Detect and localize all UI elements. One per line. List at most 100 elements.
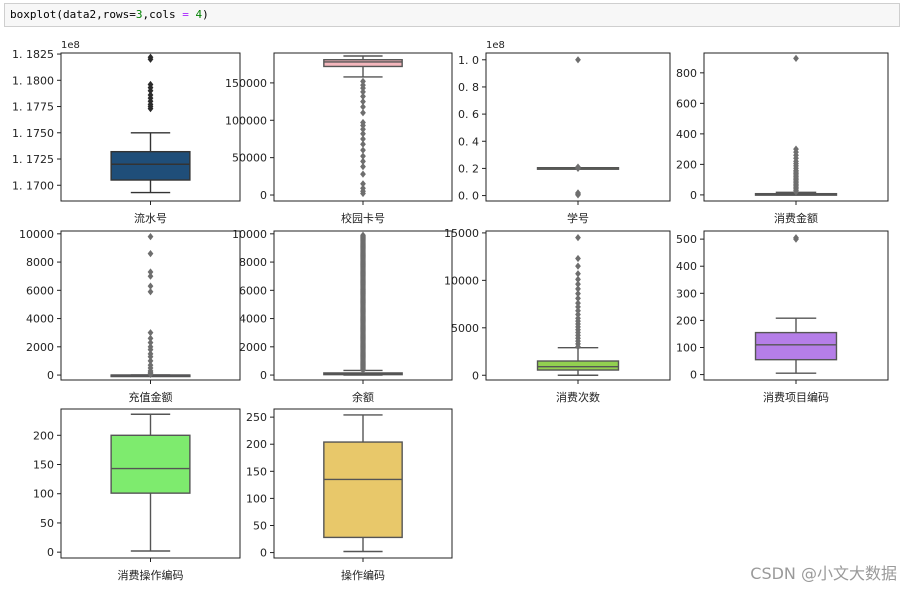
outlier-point bbox=[575, 294, 581, 302]
outlier-point bbox=[147, 91, 154, 99]
y-tick-label: 0 bbox=[47, 546, 54, 559]
outlier-point bbox=[360, 135, 366, 143]
x-axis-label: 学号 bbox=[567, 211, 589, 225]
outlier-point bbox=[147, 334, 154, 342]
iqr-box bbox=[323, 59, 403, 68]
outlier-point bbox=[147, 272, 154, 280]
y-tick-label: 400 bbox=[676, 128, 697, 141]
outlier-point bbox=[575, 280, 581, 288]
outlier-point bbox=[147, 53, 154, 61]
outlier-point bbox=[575, 290, 581, 298]
outlier-point bbox=[147, 361, 154, 369]
outlier-point bbox=[147, 268, 154, 276]
y-tick-label: 0 bbox=[260, 369, 267, 382]
code-text-suffix: ) bbox=[202, 8, 209, 21]
y-tick-label: 100000 bbox=[225, 114, 267, 127]
outlier-point bbox=[575, 270, 581, 278]
x-axis-label: 消费项目编码 bbox=[763, 390, 829, 404]
code-operator: = bbox=[182, 8, 189, 21]
y-tick-label: 0. 4 bbox=[458, 135, 479, 148]
axis-offset-label: 1e8 bbox=[486, 40, 505, 51]
outlier-point bbox=[147, 343, 154, 351]
outlier-point bbox=[575, 285, 581, 293]
outlier-point bbox=[575, 314, 581, 322]
outlier-point bbox=[360, 184, 366, 192]
outlier-point bbox=[360, 109, 366, 117]
code-cell[interactable]: boxplot(data2,rows=3,cols = 4) bbox=[4, 3, 900, 27]
code-rows-value: 3 bbox=[135, 8, 143, 21]
y-tick-label: 4000 bbox=[239, 313, 267, 326]
boxplot-panel-9: 0 50 100 150 200 消费操作编码 bbox=[33, 408, 241, 582]
outlier-point bbox=[575, 310, 581, 319]
outlier-point bbox=[575, 189, 581, 197]
y-tick-label: 6000 bbox=[26, 284, 54, 297]
code-text-mid: ,cols bbox=[142, 8, 183, 21]
boxplot-panel-5: 0 2000 4000 6000 8000 10000 充值金额 bbox=[19, 228, 241, 404]
x-axis-label: 操作编码 bbox=[341, 568, 385, 582]
outlier-point bbox=[360, 125, 366, 133]
iqr-box bbox=[110, 150, 191, 181]
code-text-prefix: boxplot(data2,rows= bbox=[10, 8, 136, 21]
outlier-point bbox=[575, 163, 581, 171]
iqr-box bbox=[754, 331, 838, 361]
y-tick-label: 0 bbox=[472, 369, 479, 382]
y-tick-label: 1. 1800 bbox=[12, 74, 54, 87]
code-cols-value: 4 bbox=[195, 8, 203, 21]
outlier-point bbox=[147, 350, 154, 358]
y-tick-label: 0 bbox=[260, 547, 267, 560]
outlier-point bbox=[360, 103, 366, 111]
y-tick-label: 1. 0 bbox=[458, 54, 479, 67]
outlier-point bbox=[147, 357, 154, 365]
outlier-point bbox=[360, 180, 366, 188]
y-tick-label: 1. 1750 bbox=[12, 127, 54, 140]
y-tick-label: 1. 1825 bbox=[12, 48, 54, 61]
boxplot-panel-2: 0 50000 100000 150000 校园卡号 bbox=[225, 52, 453, 225]
y-tick-label: 50 bbox=[40, 517, 54, 530]
y-tick-label: 10000 bbox=[232, 228, 267, 241]
y-tick-label: 50000 bbox=[232, 152, 267, 165]
y-tick-label: 600 bbox=[676, 97, 697, 110]
outlier-point bbox=[147, 80, 154, 89]
boxplot-panel-1: 1. 1700 1. 1725 1. 1750 1. 1775 1. 1800 1. 18… bbox=[12, 40, 241, 225]
outlier-point bbox=[360, 231, 366, 239]
y-tick-label: 0. 0 bbox=[458, 190, 479, 203]
x-axis-label: 流水号 bbox=[134, 211, 167, 225]
y-tick-label: 100 bbox=[33, 488, 54, 501]
outlier-point bbox=[147, 233, 154, 241]
y-tick-label: 4000 bbox=[26, 313, 54, 326]
y-tick-label: 0. 8 bbox=[458, 81, 479, 94]
boxplot-panel-7: 0 5000 10000 15000 消费次数 bbox=[444, 227, 671, 404]
boxplot-panel-8: 0 100 200 300 400 500 消费项目编码 bbox=[676, 230, 889, 404]
iqr-box bbox=[536, 360, 620, 371]
y-tick-label: 150000 bbox=[225, 77, 267, 90]
outlier-point bbox=[575, 307, 581, 315]
x-axis-label: 余额 bbox=[352, 390, 374, 404]
y-tick-label: 6000 bbox=[239, 284, 267, 297]
y-tick-label: 300 bbox=[676, 287, 697, 300]
y-tick-label: 0 bbox=[690, 189, 697, 202]
outlier-point bbox=[575, 303, 581, 311]
y-tick-label: 1. 1700 bbox=[12, 179, 54, 192]
outlier-point bbox=[360, 118, 366, 127]
outlier-point bbox=[360, 77, 366, 86]
outlier-point bbox=[360, 152, 366, 160]
outlier-point bbox=[360, 140, 366, 148]
y-tick-label: 1. 1725 bbox=[12, 153, 54, 166]
watermark: CSDN @小文大数据 bbox=[750, 564, 897, 583]
outlier-point bbox=[575, 299, 581, 307]
outlier-point bbox=[575, 56, 581, 64]
plot-frame bbox=[485, 52, 671, 202]
y-tick-label: 800 bbox=[676, 67, 697, 80]
outlier-point bbox=[147, 288, 154, 296]
y-tick-label: 2000 bbox=[26, 341, 54, 354]
y-tick-label: 5000 bbox=[451, 322, 479, 335]
boxplot-panel-4: 0 200 400 600 800 消费金额 bbox=[676, 52, 889, 225]
y-tick-label: 150 bbox=[246, 465, 267, 478]
y-tick-label: 1. 1775 bbox=[12, 101, 54, 114]
axis-offset-label: 1e8 bbox=[61, 40, 80, 51]
code-line: boxplot(data2,rows=3,cols = 4) bbox=[10, 8, 209, 21]
outlier-point bbox=[575, 275, 581, 284]
outlier-point bbox=[575, 262, 581, 270]
y-tick-label: 150 bbox=[33, 459, 54, 472]
